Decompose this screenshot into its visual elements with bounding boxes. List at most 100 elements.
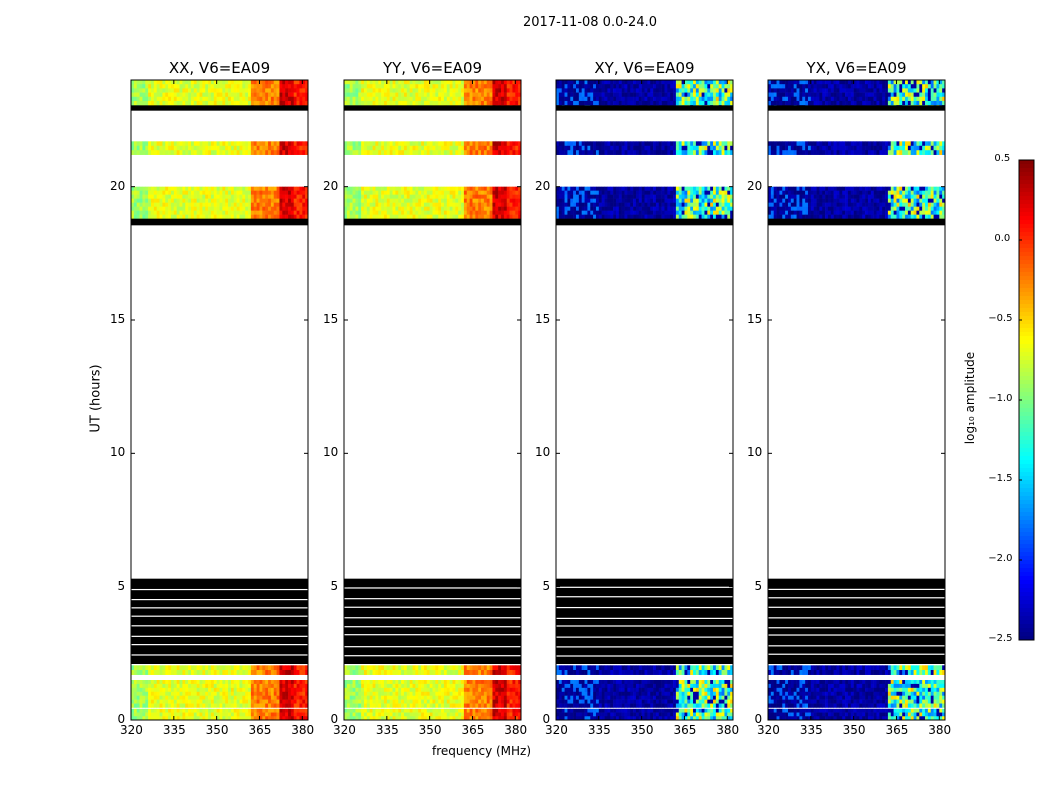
- heatmap-cell: [202, 88, 206, 93]
- heatmap-cell: [372, 695, 376, 700]
- heatmap-cell: [724, 699, 728, 704]
- heatmap-cell: [463, 198, 468, 203]
- heatmap-cell: [346, 716, 350, 721]
- heatmap-cell: [239, 210, 243, 215]
- heatmap-cell: [205, 680, 209, 685]
- heatmap-cell: [624, 206, 628, 211]
- heatmap-cell: [415, 150, 419, 155]
- heatmap-cell: [707, 665, 711, 671]
- heatmap-cell: [558, 210, 562, 215]
- heatmap-cell: [461, 214, 465, 219]
- heatmap-cell: [142, 145, 146, 151]
- heatmap-cell: [355, 80, 359, 85]
- heatmap-cell: [139, 206, 143, 211]
- heatmap-cell: [145, 712, 149, 717]
- heatmap-cell: [715, 670, 720, 675]
- heatmap-cell: [236, 88, 240, 93]
- heatmap-cell: [423, 712, 428, 717]
- heatmap-cell: [429, 92, 433, 98]
- heatmap-cell: [153, 88, 157, 93]
- heatmap-cell: [139, 695, 143, 700]
- heatmap-cell: [475, 716, 479, 721]
- heatmap-cell: [213, 84, 217, 89]
- heatmap-cell: [136, 80, 140, 85]
- heatmap-cell: [293, 190, 297, 195]
- heatmap-cell: [432, 96, 436, 102]
- heatmap-cell: [483, 202, 488, 207]
- heatmap-cell: [561, 670, 565, 675]
- heatmap-cell: [358, 691, 362, 696]
- heatmap-cell: [403, 716, 408, 721]
- heatmap-cell: [233, 198, 237, 203]
- heatmap-cell: [253, 198, 257, 203]
- heatmap-cell: [168, 683, 172, 689]
- heatmap-cell: [469, 680, 473, 685]
- heatmap-cell: [690, 665, 694, 671]
- heatmap-cell: [653, 716, 657, 721]
- heatmap-cell: [630, 716, 634, 721]
- heatmap-cell: [452, 670, 456, 675]
- heatmap-cell: [498, 210, 502, 215]
- heatmap-cell: [627, 194, 631, 199]
- heatmap-cell: [724, 716, 728, 721]
- heatmap-cell: [561, 206, 565, 211]
- heatmap-cell: [279, 194, 283, 199]
- heatmap-cell: [461, 96, 465, 102]
- heatmap-cell: [446, 145, 450, 151]
- heatmap-cell: [196, 670, 200, 675]
- heatmap-cell: [469, 687, 473, 693]
- heatmap-cell: [392, 92, 396, 98]
- heatmap-cell: [159, 680, 163, 685]
- heatmap-cell: [446, 680, 450, 685]
- heatmap-cell: [458, 695, 462, 700]
- heatmap-cell: [661, 691, 665, 696]
- heatmap-cell: [693, 194, 697, 199]
- heatmap-cell: [250, 712, 255, 717]
- heatmap-cell: [503, 145, 508, 151]
- heatmap-cell: [695, 712, 700, 717]
- heatmap-cell: [715, 703, 720, 708]
- heatmap-cell: [401, 186, 405, 191]
- heatmap-cell: [349, 716, 353, 721]
- heatmap-cell: [133, 96, 137, 102]
- x-tick-label: 350: [418, 723, 442, 737]
- heatmap-cell: [483, 96, 488, 102]
- heatmap-cell: [598, 695, 602, 700]
- heatmap-cell: [366, 186, 370, 191]
- heatmap-cell: [219, 712, 223, 717]
- heatmap-cell: [664, 186, 668, 191]
- heatmap-cell: [293, 712, 297, 717]
- heatmap-cell: [162, 708, 166, 713]
- heatmap-cell: [607, 670, 611, 675]
- heatmap-cell: [604, 716, 608, 721]
- heatmap-cell: [288, 691, 292, 696]
- heatmap-cell: [512, 186, 516, 191]
- heatmap-cell: [581, 186, 585, 191]
- heatmap-cell: [426, 84, 430, 89]
- heatmap-cell: [435, 96, 439, 102]
- heatmap-cell: [168, 680, 172, 685]
- heatmap-cell: [664, 202, 668, 207]
- heatmap-cell: [684, 703, 688, 708]
- heatmap-cell: [230, 210, 235, 215]
- heatmap-cell: [613, 190, 617, 195]
- heatmap-cell: [704, 683, 708, 689]
- heatmap-cell: [627, 198, 631, 203]
- heatmap-cell: [512, 680, 516, 685]
- heatmap-cell: [239, 202, 243, 207]
- heatmap-cell: [501, 198, 505, 203]
- heatmap-cell: [727, 206, 731, 211]
- heatmap-cell: [395, 665, 399, 671]
- heatmap-cell: [684, 708, 688, 713]
- heatmap-cell: [498, 150, 502, 155]
- heatmap-cell: [366, 699, 370, 704]
- heatmap-cell: [573, 703, 577, 708]
- heatmap-cell: [406, 691, 410, 696]
- heatmap-cell: [156, 665, 160, 671]
- heatmap-cell: [481, 680, 485, 685]
- heatmap-cell: [601, 687, 605, 693]
- heatmap-cell: [515, 194, 519, 199]
- heatmap-cell: [248, 712, 252, 717]
- heatmap-cell: [661, 680, 665, 685]
- heatmap-cell: [170, 141, 175, 147]
